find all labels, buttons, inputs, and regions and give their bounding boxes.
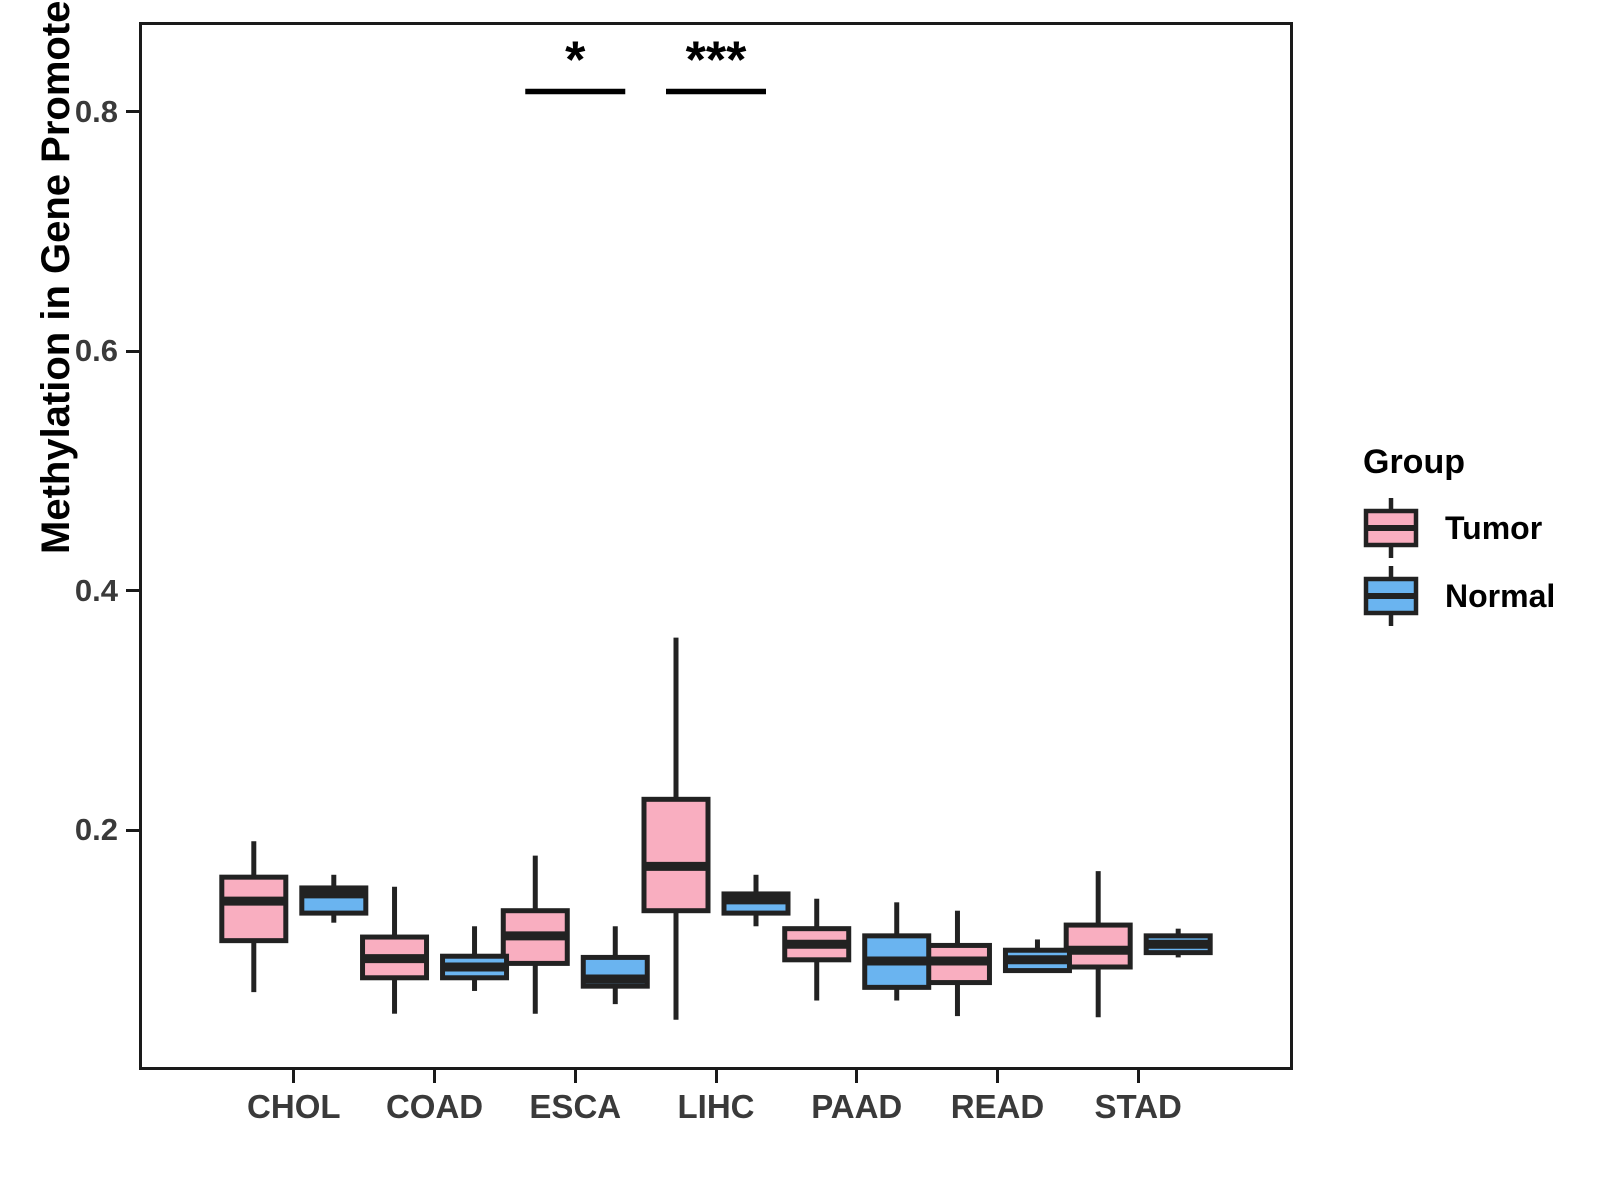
legend-label-tumor: Tumor [1445, 509, 1543, 546]
x-tick-label-chol: CHOL [247, 1088, 341, 1125]
tumor-box-lihc [641, 796, 711, 914]
x-tick-mark-esca [573, 1070, 577, 1083]
x-tick-mark-lihc [714, 1070, 718, 1083]
y-tick-label-0.2: 0.2 [74, 812, 118, 848]
x-tick-label-lihc: LIHC [677, 1088, 755, 1125]
tumor-box-chol [219, 874, 289, 944]
legend-entry-normal: Normal [1363, 562, 1555, 630]
x-tick-label-coad: COAD [385, 1088, 484, 1125]
y-tick-mark-0.2 [126, 828, 139, 832]
legend-boxplot-icon-normal [1363, 566, 1419, 626]
legend: Group Tumor Normal [1363, 442, 1555, 630]
legend-entries: Tumor Normal [1363, 494, 1555, 630]
y-tick-mark-0.6 [126, 349, 139, 353]
y-tick-label-0.8: 0.8 [74, 93, 118, 129]
y-tick-label-0.4: 0.4 [74, 572, 118, 608]
x-tick-mark-chol [292, 1070, 296, 1083]
x-tick-label-read: READ [950, 1088, 1045, 1125]
x-tick-label-paad: PAAD [811, 1088, 903, 1125]
legend-entry-tumor: Tumor [1363, 494, 1555, 562]
x-tick-mark-stad [1136, 1070, 1140, 1083]
legend-label-normal: Normal [1445, 577, 1556, 614]
legend-title: Group [1363, 443, 1465, 481]
significance-esca-stars: * [565, 31, 586, 89]
significance-lihc-stars: *** [686, 31, 747, 89]
x-tick-label-esca: ESCA [529, 1088, 622, 1125]
y-tick-mark-0.8 [126, 110, 139, 114]
legend-boxplot-icon-tumor [1363, 498, 1419, 558]
panel-border [139, 22, 1293, 1070]
x-tick-mark-coad [433, 1070, 437, 1083]
y-tick-mark-0.4 [126, 589, 139, 593]
y-tick-label-0.6: 0.6 [74, 333, 118, 369]
plot-panel: * *** [139, 22, 1293, 1070]
x-tick-label-stad: STAD [1094, 1088, 1182, 1125]
x-tick-mark-paad [855, 1070, 859, 1083]
x-tick-mark-read [995, 1070, 999, 1083]
